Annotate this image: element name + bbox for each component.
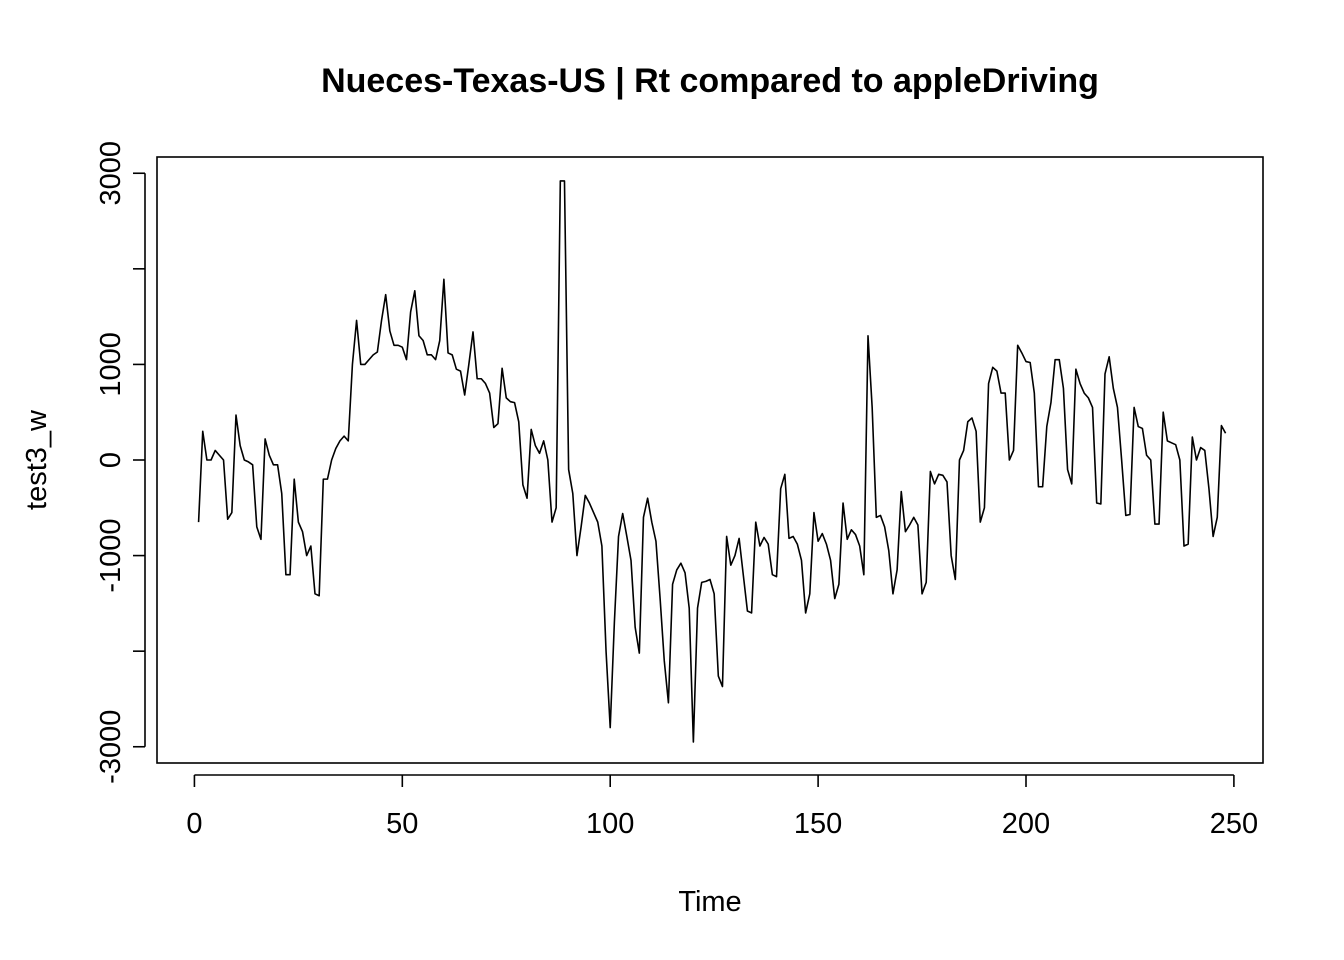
y-tick-label: 3000: [95, 141, 127, 206]
y-tick-label: -3000: [95, 710, 127, 784]
x-tick-label: 150: [794, 808, 842, 840]
plot-area: [156, 156, 1264, 764]
x-axis-label: Time: [678, 886, 741, 918]
x-tick-label: 250: [1210, 808, 1258, 840]
x-axis: 0 50 100 150 200 250: [186, 774, 1258, 840]
chart-title: Nueces-Texas-US | Rt compared to appleDr…: [321, 62, 1099, 100]
y-tick-label: 0: [95, 452, 127, 468]
x-tick-label: 0: [186, 808, 202, 840]
y-axis: -3000 -1000 0 1000 3000: [95, 141, 146, 784]
y-tick-label: -1000: [95, 518, 127, 592]
y-axis-label: test3_w: [21, 409, 53, 510]
x-tick-label: 50: [386, 808, 418, 840]
series-line: [197, 180, 1227, 743]
y-tick-label: 1000: [95, 332, 127, 397]
x-tick-label: 200: [1002, 808, 1050, 840]
x-tick-label: 100: [586, 808, 634, 840]
